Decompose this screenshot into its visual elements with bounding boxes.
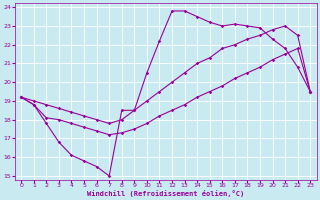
X-axis label: Windchill (Refroidissement éolien,°C): Windchill (Refroidissement éolien,°C) — [87, 190, 244, 197]
